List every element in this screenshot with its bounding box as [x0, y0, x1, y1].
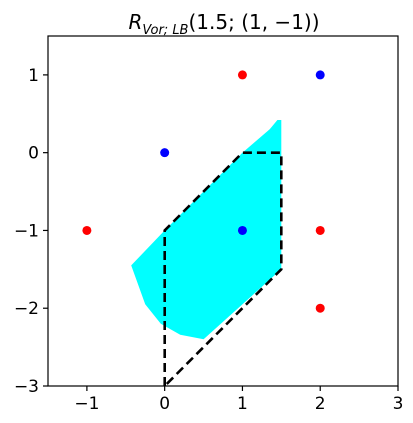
red-point-2 — [315, 225, 325, 235]
plot-area: −1 0 1 2 3 −3 −2 −1 0 1 — [14, 35, 403, 414]
red-point-1 — [82, 225, 92, 235]
title-subscript: Vor; LB — [142, 23, 188, 38]
chart-title: RVor; LB(1.5; (1, −1)) — [128, 10, 319, 38]
region-polygon — [131, 120, 282, 340]
red-point-3 — [315, 303, 325, 313]
x-tick-label-2: 1 — [237, 394, 248, 414]
x-tick-label-1: 0 — [159, 394, 170, 414]
blue-point-2 — [237, 225, 247, 235]
x-tick-label-0: −1 — [74, 394, 99, 414]
blue-point-1 — [160, 148, 170, 158]
title-args: (1.5; (1, −1)) — [188, 10, 319, 34]
y-tick-label-3: 0 — [28, 144, 39, 164]
outline-layer — [163, 151, 283, 387]
y-tick-label-1: −2 — [14, 299, 39, 319]
x-tick-label-3: 2 — [315, 394, 326, 414]
points-layer — [82, 70, 325, 313]
blue-point-0 — [315, 70, 325, 80]
y-tick-label-2: −1 — [14, 221, 39, 241]
axes-frame — [47, 35, 399, 387]
title-symbol: R — [128, 10, 142, 34]
y-tick-label-0: −3 — [14, 377, 39, 397]
x-tick-label-4: 3 — [393, 394, 404, 414]
y-tick-label-4: 1 — [28, 66, 39, 86]
ticks-layer: −1 0 1 2 3 −3 −2 −1 0 1 — [14, 66, 403, 414]
dashed-outline — [163, 151, 283, 387]
red-point-0 — [237, 70, 247, 80]
region-layer — [131, 120, 282, 340]
